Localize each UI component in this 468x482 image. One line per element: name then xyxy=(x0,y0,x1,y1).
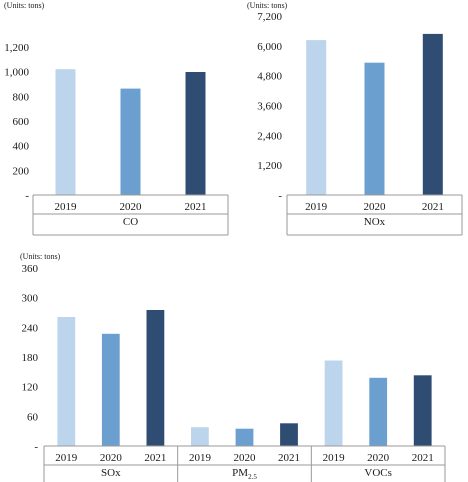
y-tick-label: 240 xyxy=(22,322,39,334)
bar-sox-2020 xyxy=(101,333,120,446)
group-label: NOx xyxy=(364,216,386,228)
y-tick-label: 120 xyxy=(22,382,39,394)
y-tick-label: 800 xyxy=(13,91,30,103)
unit-label: (Units: tons) xyxy=(247,1,288,10)
y-tick-label: 200 xyxy=(13,165,30,177)
y-tick-label: 180 xyxy=(22,352,39,364)
bar-vocs-2019 xyxy=(324,360,343,446)
y-tick-label: 360 xyxy=(22,263,39,275)
chart-panel-2: (Units: tons) - 1,200 2,400 3,600 4,800 6,000 7… xyxy=(247,1,463,236)
y-tick-label: 600 xyxy=(13,116,30,128)
group-label: CO xyxy=(123,216,138,228)
category-label: 2020 xyxy=(367,452,390,464)
y-tick-label: 7,200 xyxy=(257,11,282,23)
y-tick-label: 1,200 xyxy=(257,160,282,172)
category-label: 2020 xyxy=(234,452,257,464)
bar-sox-2021 xyxy=(146,310,165,446)
group-label: VOCs xyxy=(364,467,392,479)
category-label: 2021 xyxy=(144,452,166,464)
y-tick-label: 300 xyxy=(22,293,39,305)
y-tick-label: - xyxy=(25,190,29,202)
category-label: 2020 xyxy=(120,201,143,213)
y-tick-label: 400 xyxy=(13,141,30,153)
category-label: 2021 xyxy=(412,452,434,464)
unit-label: (Units: tons) xyxy=(4,1,45,10)
category-label: 2019 xyxy=(55,452,78,464)
y-tick-label: 3,600 xyxy=(257,101,282,113)
y-tick-label: - xyxy=(278,190,282,202)
chart-panel-1: (Units: tons) - 200 400 600 800 1,000 1,200 2019… xyxy=(4,1,229,236)
category-label: 2021 xyxy=(278,452,300,464)
bar-nox-2019 xyxy=(306,40,327,195)
category-label: 2019 xyxy=(305,201,328,213)
group-label-subscript: 2.5 xyxy=(248,473,257,481)
y-tick-label: - xyxy=(34,441,38,453)
y-tick-label: 60 xyxy=(27,411,39,423)
bar-vocs-2021 xyxy=(413,375,432,446)
bar-nox-2020 xyxy=(364,62,385,196)
unit-label: (Units: tons) xyxy=(20,252,61,261)
bar-nox-2021 xyxy=(422,33,443,196)
y-tick-label: 4,800 xyxy=(257,71,282,83)
y-tick-label: 2,400 xyxy=(257,130,282,142)
category-label: 2019 xyxy=(55,201,78,213)
bar-sox-2019 xyxy=(57,317,76,446)
chart-panel-3: (Units: tons) - 60 120 180 240 300 360 2019 2020 2… xyxy=(20,252,446,482)
bar-co-2020 xyxy=(120,88,141,195)
category-label: 2020 xyxy=(100,452,123,464)
bar-vocs-2020 xyxy=(369,377,388,446)
y-tick-label: 1,000 xyxy=(4,67,29,79)
bar-pm-2021 xyxy=(280,423,298,446)
bar-co-2021 xyxy=(185,72,206,195)
group-label: PM2.5 xyxy=(232,467,257,481)
category-label: 2019 xyxy=(189,452,212,464)
y-tick-label: 1,200 xyxy=(4,42,29,54)
category-label: 2020 xyxy=(364,201,387,213)
bar-pm-2020 xyxy=(235,428,254,446)
category-label: 2021 xyxy=(422,201,444,213)
category-label: 2019 xyxy=(323,452,346,464)
bar-co-2019 xyxy=(55,69,76,195)
y-tick-label: 6,000 xyxy=(257,41,282,53)
category-label: 2021 xyxy=(185,201,207,213)
bar-pm-2019 xyxy=(191,427,209,446)
group-label: SOx xyxy=(101,467,121,479)
